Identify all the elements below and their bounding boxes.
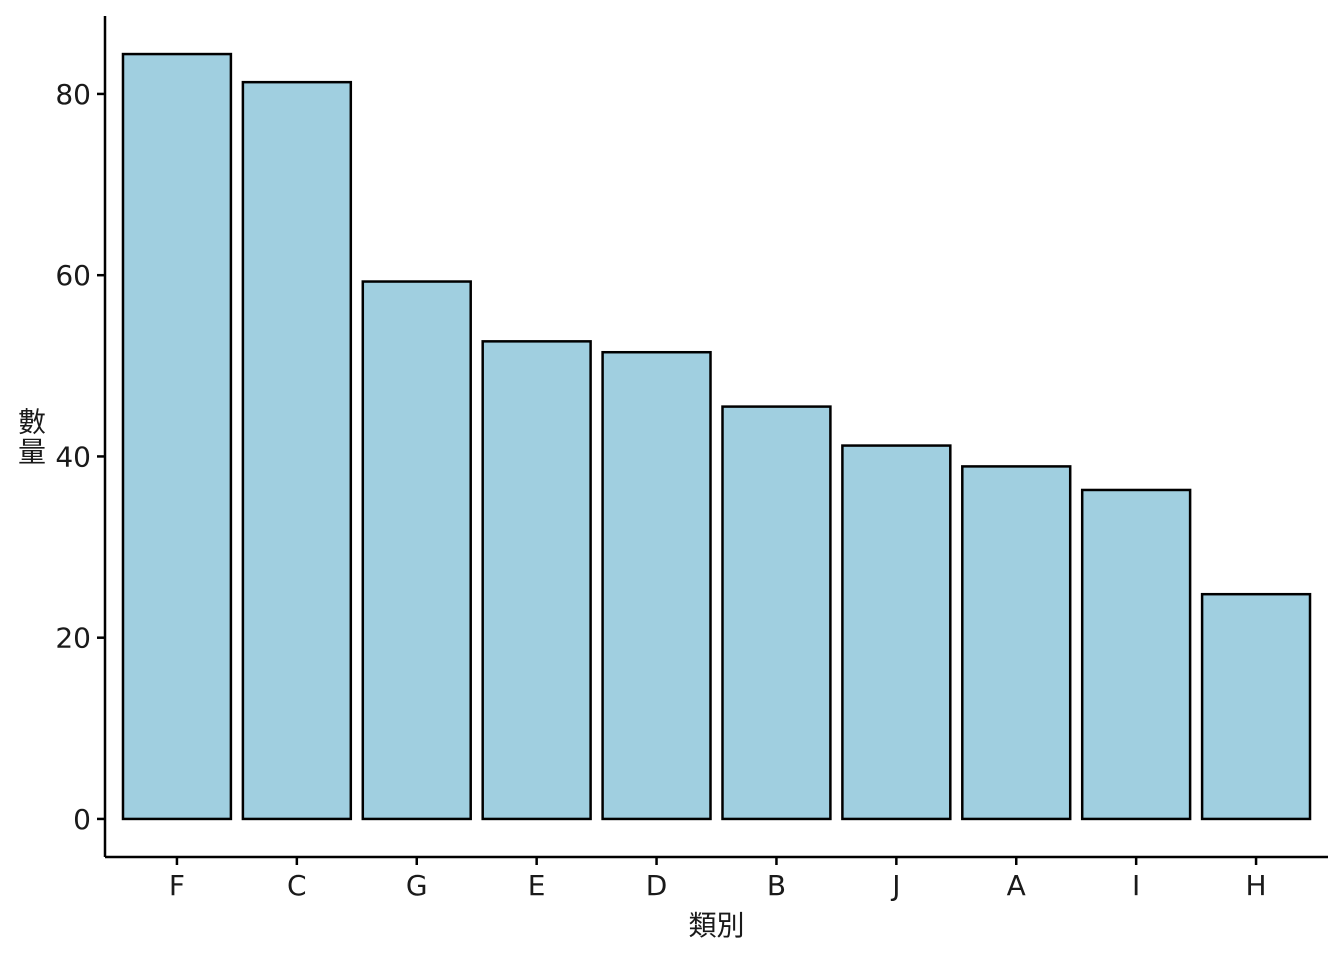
x-axis-title: 類別 bbox=[688, 909, 744, 942]
bar-B bbox=[721, 405, 832, 821]
y-axis-title-char: 量 bbox=[18, 436, 46, 469]
bar-G bbox=[361, 280, 472, 821]
x-tick-label: H bbox=[1246, 869, 1267, 902]
bars-group bbox=[121, 52, 1312, 821]
x-tick-label: J bbox=[890, 869, 900, 902]
y-axis-ticks: 0 20 40 60 80 bbox=[55, 78, 105, 836]
y-tick-label: 80 bbox=[55, 78, 91, 111]
y-axis-title-char: 數 bbox=[18, 406, 46, 439]
x-tick-label: E bbox=[528, 869, 546, 902]
y-tick-label: 0 bbox=[73, 803, 91, 836]
bar-D bbox=[601, 350, 712, 821]
bar-J bbox=[841, 444, 952, 821]
x-tick-label: A bbox=[1007, 869, 1026, 902]
x-tick-label: C bbox=[287, 869, 307, 902]
x-tick-label: G bbox=[406, 869, 428, 902]
x-tick-label: I bbox=[1132, 869, 1140, 902]
y-tick-label: 20 bbox=[55, 622, 91, 655]
bar-E bbox=[481, 340, 592, 821]
bar-C bbox=[241, 80, 353, 821]
x-tick-label: D bbox=[646, 869, 668, 902]
y-tick-label: 40 bbox=[55, 440, 91, 473]
bar-I bbox=[1080, 488, 1192, 821]
y-tick-label: 60 bbox=[55, 259, 91, 292]
x-tick-label: F bbox=[169, 869, 185, 902]
y-axis-title: 數量 bbox=[18, 406, 46, 469]
bar-F bbox=[121, 52, 233, 821]
bar-H bbox=[1200, 592, 1312, 821]
x-tick-label: B bbox=[767, 869, 786, 902]
bar-A bbox=[961, 465, 1072, 821]
